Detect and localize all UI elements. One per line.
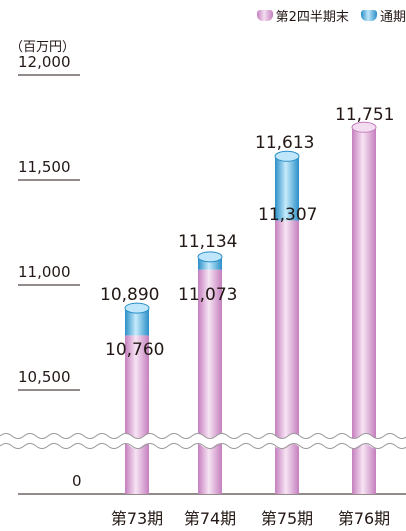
y-tick-label: 11,000 [18, 263, 71, 281]
axis-break [0, 433, 406, 449]
bar-q2 [125, 335, 149, 494]
bar-q2 [275, 220, 299, 494]
data-label-q2: 11,751 [335, 105, 394, 125]
data-label-q2: 10,760 [105, 340, 164, 360]
y-axis-unit: （百万円） [10, 40, 76, 55]
axis-break-line [0, 433, 406, 439]
bar-q2 [198, 269, 222, 494]
data-label-fy: 10,890 [100, 285, 159, 305]
y-tick-label: 10,500 [18, 368, 71, 386]
legend-swatch-fy [360, 10, 377, 21]
data-label-q2: 11,073 [178, 285, 237, 305]
legend-label-fy: 通期 [379, 10, 406, 25]
data-label-fy: 11,134 [178, 232, 237, 252]
bar-cap [274, 150, 300, 162]
y-tick-label: 11,500 [18, 158, 71, 176]
y-tick-label: 12,000 [18, 53, 71, 71]
data-label-q2: 11,307 [258, 205, 317, 225]
x-tick-label: 第74期 [184, 509, 236, 528]
x-tick-label: 第75期 [261, 509, 313, 528]
x-tick-label: 第73期 [111, 509, 163, 528]
data-label-fy: 11,613 [255, 133, 314, 153]
bar-q2 [352, 127, 376, 494]
bar-cap [351, 121, 377, 133]
axis-break-fill [0, 433, 406, 449]
bar-cap [197, 251, 223, 263]
legend-label-q2: 第2四半期末 [275, 10, 349, 25]
bar-fy [275, 156, 299, 221]
x-tick-label: 第76期 [338, 509, 390, 528]
axis-break-line [0, 443, 406, 449]
legend-swatch-q2 [256, 10, 273, 21]
bar-cap [124, 302, 150, 314]
legend-item-q2: 第2四半期末 [256, 6, 349, 25]
y-tick-label: 0 [72, 472, 82, 490]
legend-item-fy: 通期 [360, 6, 406, 25]
legend: 第2四半期末 通期 [249, 6, 406, 25]
